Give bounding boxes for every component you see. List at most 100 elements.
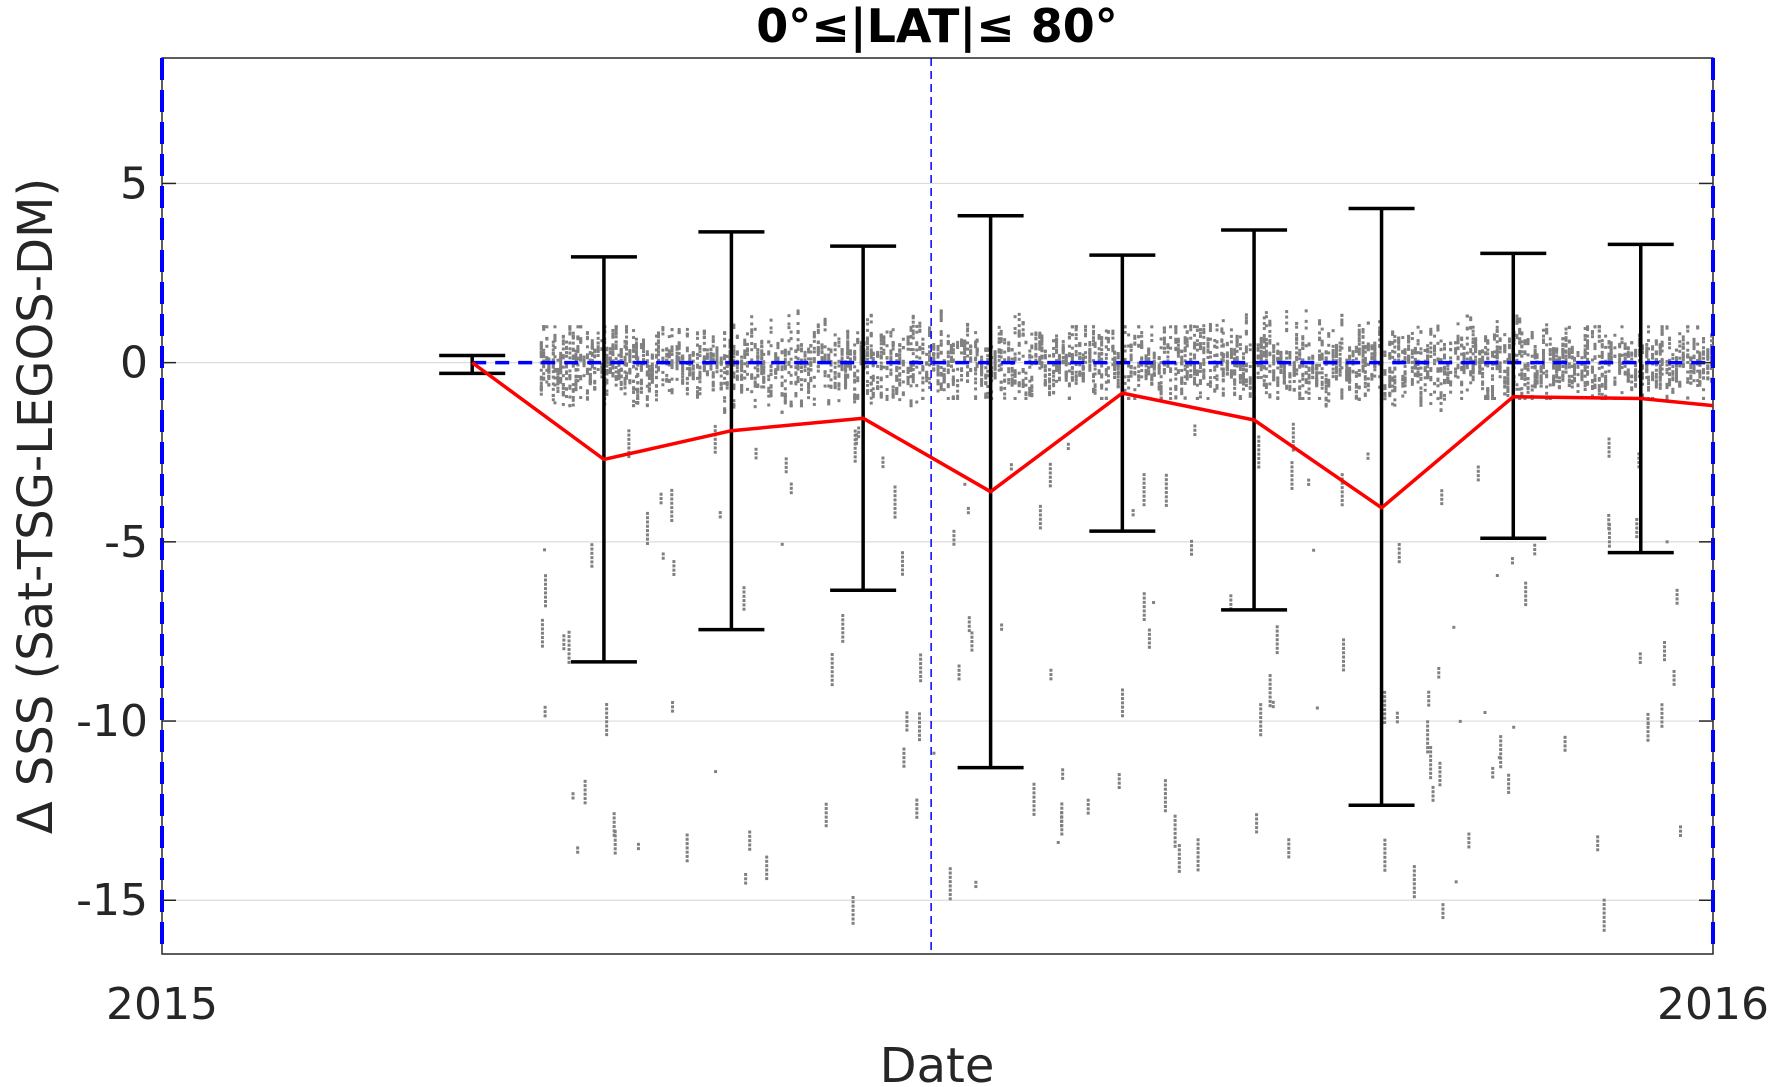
scatter-point [856, 369, 860, 373]
scatter-point [869, 375, 873, 379]
scatter-point [948, 897, 952, 901]
scatter-point [1366, 377, 1370, 381]
scatter-point [1401, 394, 1405, 398]
scatter-point [1288, 375, 1292, 379]
scatter-point [859, 346, 863, 350]
scatter-point [574, 388, 578, 392]
scatter-point [1443, 356, 1447, 360]
scatter-point [980, 359, 984, 363]
scatter-point [1471, 340, 1475, 344]
scatter-point [650, 367, 654, 371]
scatter-point [1342, 638, 1346, 642]
scatter-point [1383, 864, 1387, 868]
scatter-point [911, 352, 915, 356]
scatter-point [1279, 354, 1283, 358]
scatter-point [1180, 360, 1184, 364]
scatter-point [545, 368, 549, 372]
scatter-point [1262, 337, 1266, 341]
scatter-point [576, 350, 580, 354]
scatter-point [1383, 353, 1387, 357]
scatter-point [865, 371, 869, 375]
scatter-point [1202, 324, 1206, 328]
scatter-point [879, 395, 883, 399]
scatter-point [1159, 384, 1163, 388]
scatter-point [829, 350, 833, 354]
scatter-point [1423, 383, 1427, 387]
scatter-point [1040, 346, 1044, 350]
scatter-point [735, 366, 739, 370]
scatter-point [1169, 378, 1173, 382]
scatter-point [1129, 355, 1133, 359]
scatter-point [999, 329, 1003, 333]
scatter-point [625, 330, 629, 334]
scatter-point [799, 378, 803, 382]
scatter-point [1163, 800, 1167, 804]
scatter-point [1074, 378, 1078, 382]
scatter-point [780, 381, 784, 385]
scatter-point [547, 374, 551, 378]
scatter-point [1193, 364, 1197, 368]
scatter-point [561, 390, 565, 394]
scatter-point [1288, 356, 1292, 360]
scatter-point [1244, 345, 1248, 349]
scatter-point [767, 352, 771, 356]
scatter-point [1348, 348, 1352, 352]
scatter-point [583, 784, 587, 788]
scatter-point [1268, 691, 1272, 695]
scatter-point [1021, 332, 1025, 336]
scatter-point [957, 673, 961, 677]
scatter-point [844, 377, 848, 381]
scatter-point [1307, 343, 1311, 347]
scatter-point [732, 372, 736, 376]
scatter-point [1383, 387, 1387, 391]
scatter-point [1287, 842, 1291, 846]
scatter-point [545, 380, 549, 384]
scatter-point [735, 334, 739, 338]
scatter-point [545, 336, 549, 340]
scatter-point [1193, 370, 1197, 374]
scatter-point [876, 386, 880, 390]
scatter-point [1301, 337, 1305, 341]
scatter-point [1361, 349, 1365, 353]
scatter-point [796, 311, 800, 315]
scatter-point [1189, 324, 1193, 328]
scatter-point [1067, 336, 1071, 340]
scatter-point [1363, 377, 1367, 381]
scatter-point [1262, 340, 1266, 344]
scatter-point [1196, 851, 1200, 855]
scatter-point [688, 373, 692, 377]
scatter-point [915, 807, 919, 811]
scatter-point [670, 501, 674, 505]
scatter-point [891, 385, 895, 389]
scatter-point [1268, 686, 1272, 690]
scatter-point [1213, 375, 1217, 379]
scatter-point [848, 357, 852, 361]
scatter-point [632, 348, 636, 352]
scatter-point [939, 330, 943, 334]
scatter-point [544, 591, 548, 595]
scatter-point [1262, 374, 1266, 378]
scatter-point [1174, 338, 1178, 342]
scatter-point [936, 373, 940, 377]
scatter-point [1268, 351, 1272, 355]
scatter-point [1474, 338, 1478, 342]
scatter-point [789, 491, 793, 495]
scatter-point [865, 365, 869, 369]
scatter-point [952, 538, 956, 542]
scatter-point [966, 347, 970, 351]
scatter-point [1176, 348, 1180, 352]
scatter-point [980, 383, 984, 387]
scatter-point [1040, 362, 1044, 366]
scatter-point [1439, 396, 1443, 400]
scatter-point [748, 847, 752, 851]
scatter-point [1229, 347, 1233, 351]
scatter-point [951, 351, 955, 355]
scatter-point [1327, 351, 1331, 355]
scatter-point [1123, 349, 1127, 353]
scatter-point [1064, 375, 1068, 379]
scatter-point [1351, 358, 1355, 362]
scatter-point [562, 634, 566, 638]
scatter-point [1264, 324, 1268, 328]
scatter-point [833, 343, 837, 347]
scatter-point [837, 387, 841, 391]
